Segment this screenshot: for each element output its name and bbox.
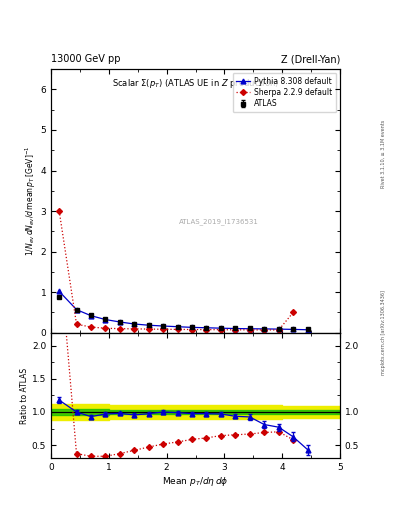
Pythia 8.308 default	[103, 316, 108, 323]
Pythia 8.308 default	[161, 323, 165, 329]
Pythia 8.308 default	[88, 313, 93, 319]
Sherpa 2.2.9 default	[248, 327, 252, 333]
Pythia 8.308 default	[233, 326, 238, 332]
Text: 13000 GeV pp: 13000 GeV pp	[51, 54, 121, 64]
Pythia 8.308 default	[74, 307, 79, 313]
Line: Sherpa 2.2.9 default: Sherpa 2.2.9 default	[57, 209, 295, 332]
Text: Rivet 3.1.10, ≥ 3.1M events: Rivet 3.1.10, ≥ 3.1M events	[381, 119, 386, 188]
Pythia 8.308 default	[204, 325, 209, 331]
Sherpa 2.2.9 default	[161, 326, 165, 332]
Y-axis label: Ratio to ATLAS: Ratio to ATLAS	[20, 368, 29, 423]
Sherpa 2.2.9 default	[88, 324, 93, 330]
Sherpa 2.2.9 default	[103, 325, 108, 331]
Sherpa 2.2.9 default	[233, 327, 238, 333]
Pythia 8.308 default	[146, 322, 151, 328]
Text: mcplots.cern.ch [arXiv:1306.3436]: mcplots.cern.ch [arXiv:1306.3436]	[381, 290, 386, 375]
Sherpa 2.2.9 default	[132, 326, 137, 332]
Pythia 8.308 default	[262, 326, 266, 332]
Text: ATLAS_2019_I1736531: ATLAS_2019_I1736531	[179, 219, 259, 225]
Sherpa 2.2.9 default	[57, 208, 62, 214]
Sherpa 2.2.9 default	[219, 327, 223, 333]
Pythia 8.308 default	[57, 288, 62, 294]
Text: Z (Drell-Yan): Z (Drell-Yan)	[281, 54, 340, 64]
Pythia 8.308 default	[276, 326, 281, 332]
Sherpa 2.2.9 default	[146, 326, 151, 332]
Pythia 8.308 default	[291, 326, 296, 332]
Sherpa 2.2.9 default	[74, 321, 79, 327]
Pythia 8.308 default	[190, 324, 195, 330]
Sherpa 2.2.9 default	[262, 327, 266, 333]
Sherpa 2.2.9 default	[204, 327, 209, 333]
Sherpa 2.2.9 default	[118, 326, 122, 332]
Pythia 8.308 default	[248, 326, 252, 332]
Sherpa 2.2.9 default	[276, 327, 281, 333]
Pythia 8.308 default	[305, 327, 310, 333]
Line: Pythia 8.308 default: Pythia 8.308 default	[57, 289, 310, 332]
Sherpa 2.2.9 default	[190, 327, 195, 333]
Text: Scalar $\Sigma(p_T)$ (ATLAS UE in $Z$ production): Scalar $\Sigma(p_T)$ (ATLAS UE in $Z$ pr…	[112, 77, 279, 90]
Legend: Pythia 8.308 default, Sherpa 2.2.9 default, ATLAS: Pythia 8.308 default, Sherpa 2.2.9 defau…	[233, 73, 336, 112]
Sherpa 2.2.9 default	[175, 326, 180, 332]
Y-axis label: $1/N_{ev}\,dN_{ev}/d\,\mathrm{mean}\,p_T\,[\mathrm{GeV}]^{-1}$: $1/N_{ev}\,dN_{ev}/d\,\mathrm{mean}\,p_T…	[23, 145, 38, 256]
Pythia 8.308 default	[118, 319, 122, 325]
Pythia 8.308 default	[219, 325, 223, 331]
Pythia 8.308 default	[175, 324, 180, 330]
Pythia 8.308 default	[132, 321, 137, 327]
Sherpa 2.2.9 default	[291, 309, 296, 315]
X-axis label: Mean $p_T/d\eta\,d\phi$: Mean $p_T/d\eta\,d\phi$	[162, 475, 229, 488]
